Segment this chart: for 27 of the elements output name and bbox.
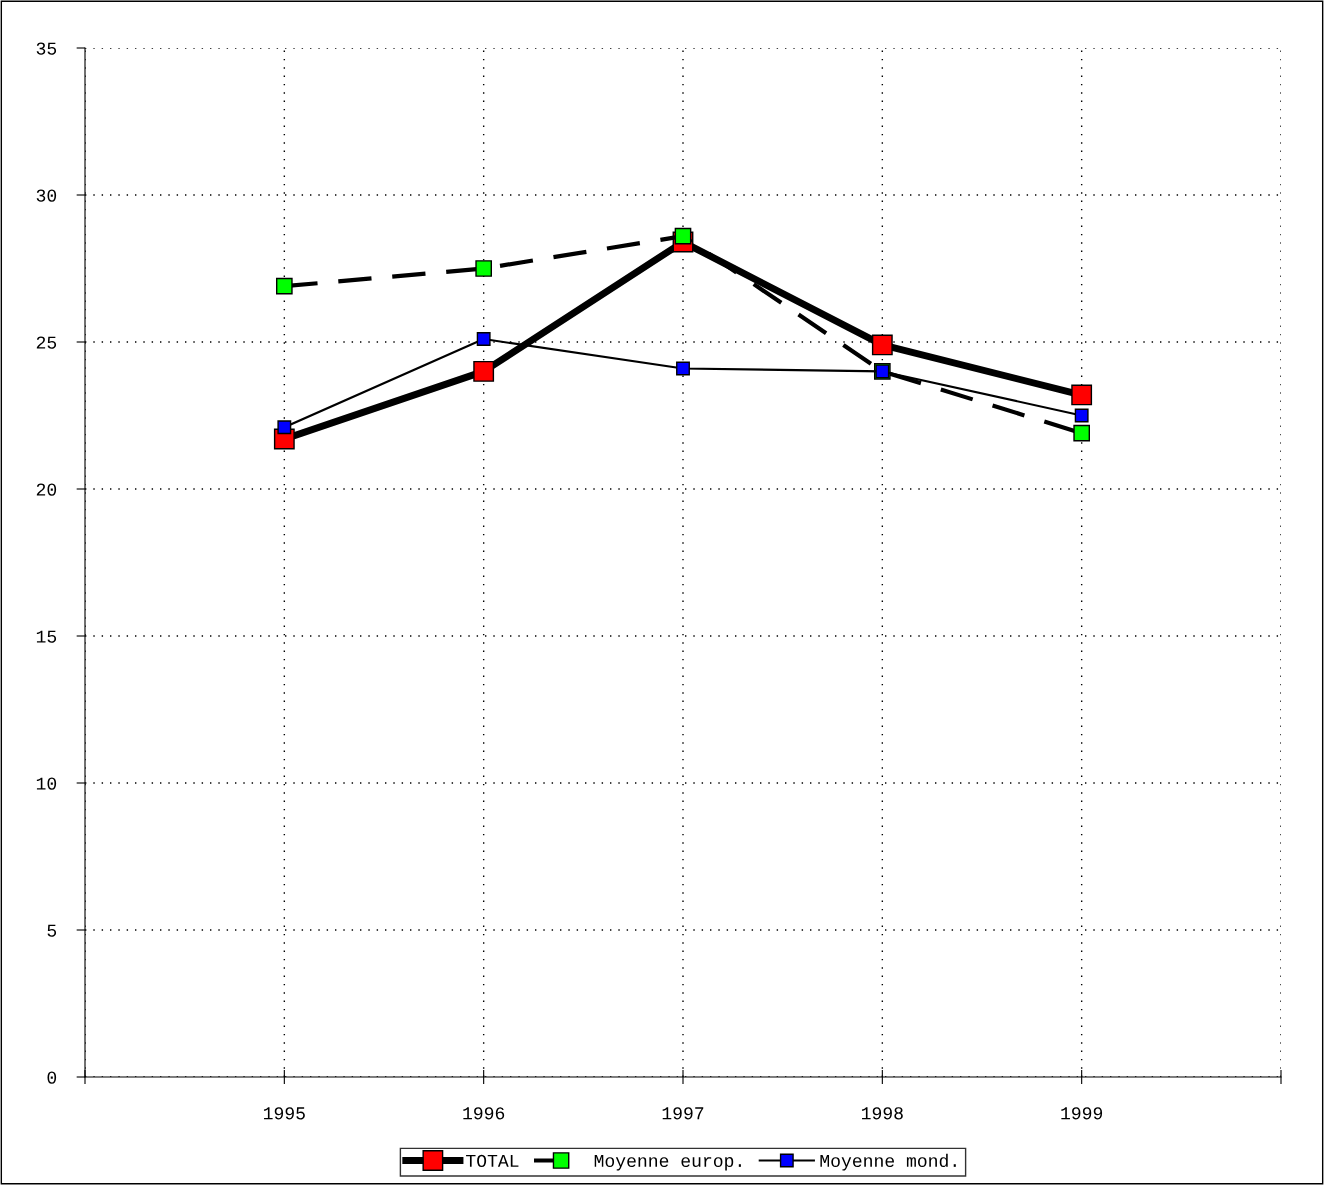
x-tick-label: 1995 — [263, 1107, 305, 1120]
point — [674, 227, 692, 245]
x-tick-label: 1999 — [1061, 1107, 1103, 1120]
legend-label: Moyenne mond. — [820, 1153, 956, 1171]
y-tick-label: 5 — [47, 924, 57, 937]
y-tick-label: 35 — [36, 42, 57, 55]
y-tick-label: 15 — [36, 630, 57, 643]
legend-label: Moyenne europ. — [594, 1154, 741, 1171]
point — [476, 332, 491, 347]
point — [676, 361, 690, 376]
y-tick-label: 0 — [47, 1071, 57, 1084]
y-tick-label: 20 — [36, 483, 57, 496]
point — [277, 420, 292, 435]
x-tick-label: 1997 — [662, 1107, 704, 1120]
point — [1074, 408, 1089, 423]
point — [871, 334, 893, 356]
y-tick-label: 25 — [36, 336, 57, 349]
x-tick-label: 1996 — [463, 1107, 505, 1120]
point — [275, 277, 293, 295]
y-tick-label: 10 — [36, 777, 57, 790]
point — [1071, 384, 1093, 406]
legend-label: TOTAL — [466, 1154, 519, 1168]
point — [475, 260, 493, 277]
x-tick-label: 1998 — [861, 1107, 903, 1120]
point — [473, 360, 495, 382]
point — [1073, 424, 1091, 442]
y-tick-label: 30 — [36, 189, 57, 202]
